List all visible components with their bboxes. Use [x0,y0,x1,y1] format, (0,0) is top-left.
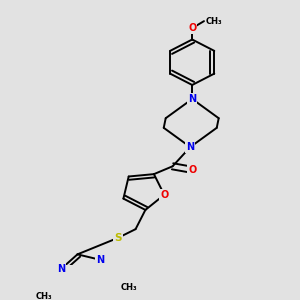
Text: O: O [188,23,196,33]
Text: CH₃: CH₃ [206,16,223,26]
Text: O: O [160,190,168,200]
Text: S: S [114,233,122,243]
Text: O: O [188,165,196,175]
Text: CH₃: CH₃ [35,292,52,300]
Text: N: N [186,142,194,152]
Text: N: N [57,264,65,274]
Text: N: N [96,255,104,265]
Text: CH₃: CH₃ [121,283,138,292]
Text: N: N [188,94,196,104]
